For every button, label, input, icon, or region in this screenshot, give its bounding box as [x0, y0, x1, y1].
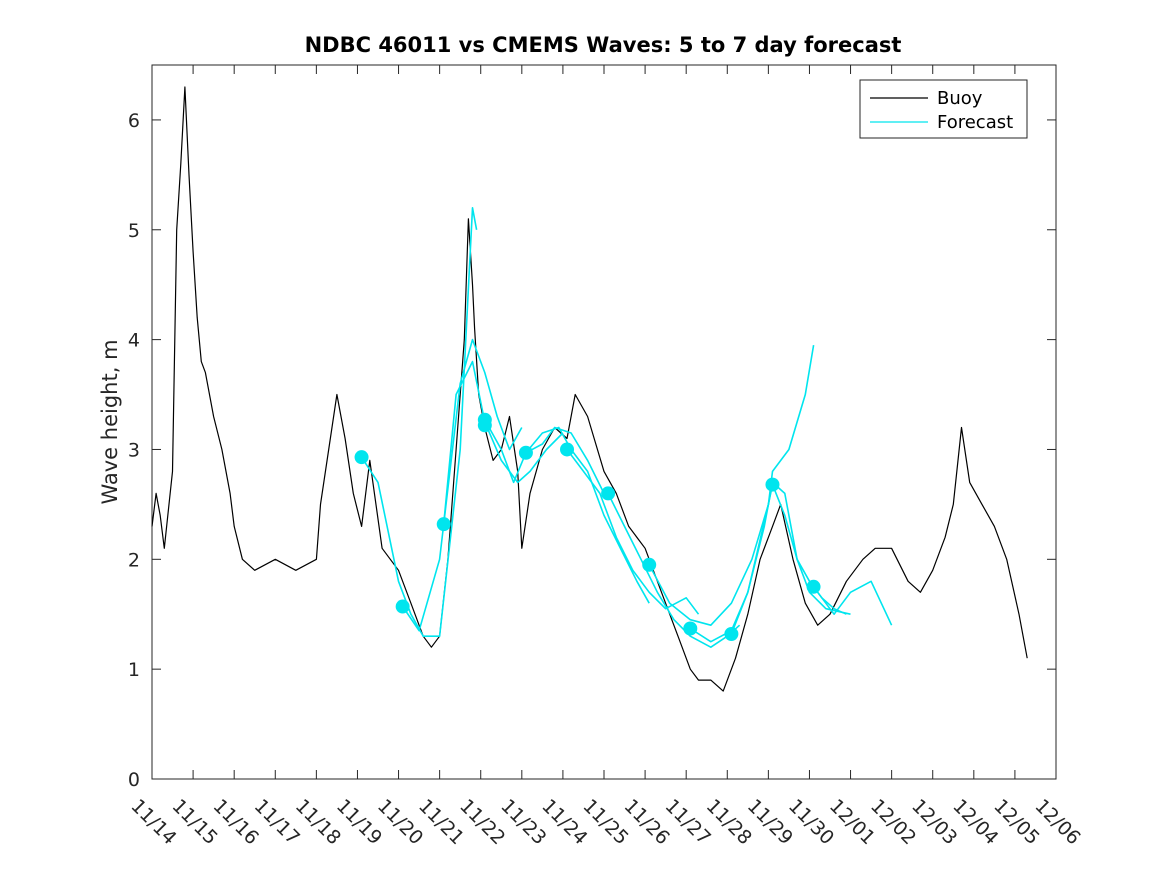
- series-layer: [151, 86, 1028, 692]
- forecast-start-marker: [560, 442, 575, 457]
- y-tick-label: 6: [128, 110, 140, 132]
- x-tick-label: 12/06: [1030, 795, 1084, 849]
- x-tick-label: 12/02: [866, 795, 920, 849]
- y-tick-label: 5: [128, 220, 140, 242]
- x-tick-label: 12/03: [907, 795, 961, 849]
- series-line-forecast-2: [402, 338, 523, 632]
- x-tick-label: 11/28: [702, 795, 756, 849]
- legend-label-forecast: Forecast: [937, 112, 1013, 133]
- x-tick-label: 11/19: [332, 795, 386, 849]
- series-line-forecast-7: [607, 493, 741, 649]
- x-tick-label: 11/18: [291, 795, 345, 849]
- forecast-start-marker: [395, 599, 410, 614]
- forecast-start-marker: [683, 621, 698, 636]
- series-line-forecast-4: [484, 419, 605, 494]
- x-tick-label: 11/25: [578, 795, 632, 849]
- y-axis-label: Wave height, m: [98, 339, 122, 504]
- x-tick-label: 11/20: [373, 795, 427, 849]
- forecast-start-marker: [765, 477, 780, 492]
- forecast-start-marker: [642, 557, 657, 572]
- forecast-start-marker: [477, 418, 492, 433]
- x-tick-label: 11/15: [168, 795, 222, 849]
- x-tick-label: 11/16: [209, 795, 263, 849]
- x-tick-label: 11/21: [414, 795, 468, 849]
- legend-box: [859, 79, 1028, 139]
- series-line-forecast-10: [730, 481, 851, 635]
- x-tick-label: 12/04: [948, 795, 1002, 849]
- x-tick-label: 11/26: [620, 795, 674, 849]
- forecast-start-marker: [354, 450, 369, 465]
- plot-frame: [151, 64, 1057, 780]
- plot-area: [151, 64, 1057, 780]
- legend-label-buoy: Buoy: [937, 88, 983, 109]
- y-tick-label: 4: [128, 330, 140, 352]
- marker-layer: [354, 412, 821, 642]
- forecast-start-marker: [518, 445, 533, 460]
- series-line-forecast-6: [566, 449, 700, 615]
- forecast-start-marker: [601, 486, 616, 501]
- y-tick-label: 1: [128, 659, 140, 681]
- x-tick-label: 11/23: [496, 795, 550, 849]
- y-tick-label: 3: [128, 439, 140, 461]
- x-tick-label: 11/14: [126, 795, 180, 849]
- x-tick-label: 12/05: [989, 795, 1043, 849]
- y-tick-label: 2: [128, 549, 140, 571]
- x-tick-label: 11/30: [784, 795, 838, 849]
- x-tick-label: 11/22: [455, 795, 509, 849]
- legend: Buoy Forecast: [859, 79, 1028, 139]
- x-tick-label: 11/17: [250, 795, 304, 849]
- forecast-start-marker: [806, 579, 821, 594]
- series-line-forecast-5: [525, 426, 650, 604]
- y-axis: 0 1 2 3 4 5 6: [128, 110, 1056, 791]
- x-tick-label: 11/24: [537, 795, 591, 849]
- y-tick-label: 0: [128, 769, 140, 791]
- forecast-start-marker: [436, 517, 451, 532]
- forecast-start-marker: [724, 627, 739, 642]
- x-tick-label: 12/01: [825, 795, 879, 849]
- x-tick-label: 11/27: [661, 795, 715, 849]
- x-tick-label: 11/29: [743, 795, 797, 849]
- series-line-forecast-1: [360, 207, 478, 638]
- chart-title: NDBC 46011 vs CMEMS Waves: 5 to 7 day fo…: [305, 33, 902, 57]
- series-line-forecast-3: [442, 360, 564, 525]
